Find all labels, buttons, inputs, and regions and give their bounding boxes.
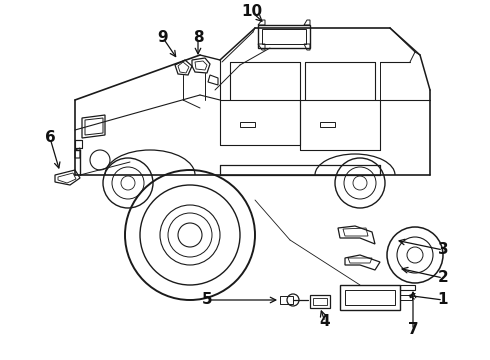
Text: 8: 8 — [193, 31, 203, 45]
Text: 6: 6 — [45, 130, 55, 145]
Text: 9: 9 — [158, 31, 168, 45]
Text: 10: 10 — [242, 4, 263, 19]
Text: 5: 5 — [202, 292, 212, 307]
Text: 2: 2 — [438, 270, 448, 285]
Text: 4: 4 — [319, 315, 330, 329]
Text: 3: 3 — [438, 243, 448, 257]
Text: 1: 1 — [438, 292, 448, 307]
Text: 7: 7 — [408, 323, 418, 338]
